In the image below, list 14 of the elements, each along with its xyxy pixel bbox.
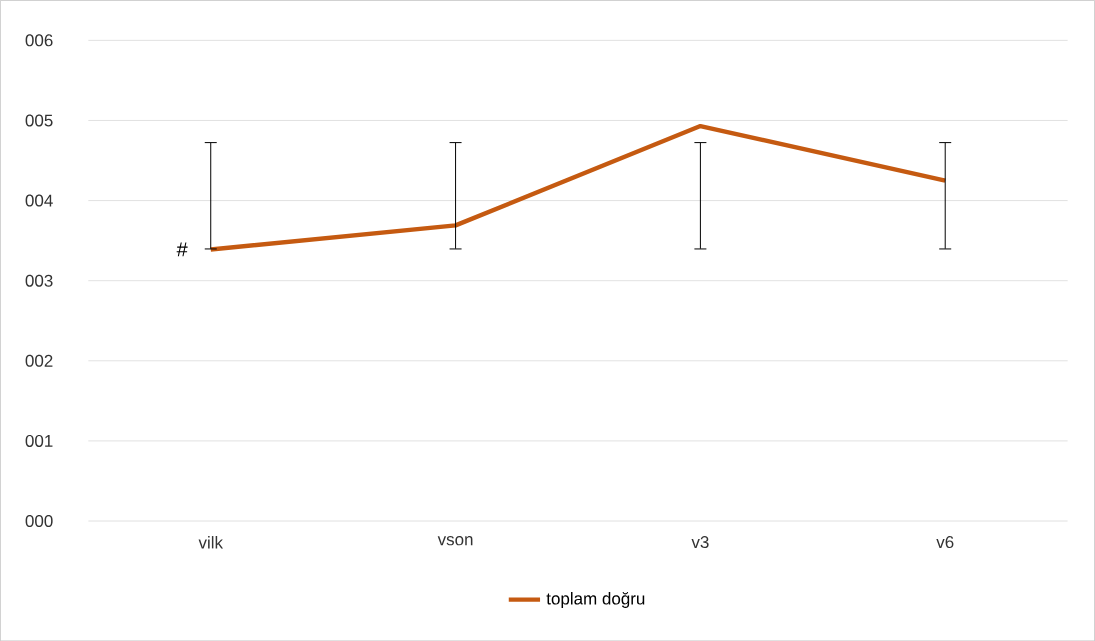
legend-label: toplam doğru [546,591,645,608]
annotation: # [176,242,188,257]
x-tick-label: v6 [936,535,954,548]
y-tick-label: 000 [25,514,53,527]
y-tick-label: 006 [25,34,53,47]
x-tick-label: v3 [691,535,709,548]
y-tick-label: 001 [25,434,53,447]
x-tick-label: vson [437,535,473,546]
line-series [208,123,948,252]
y-tick-label: 003 [25,274,53,287]
x-tick-label: vilk [198,535,224,549]
y-tick-label: 005 [25,114,53,127]
y-tick-label: 004 [25,194,53,207]
y-tick-label: 002 [25,354,53,367]
